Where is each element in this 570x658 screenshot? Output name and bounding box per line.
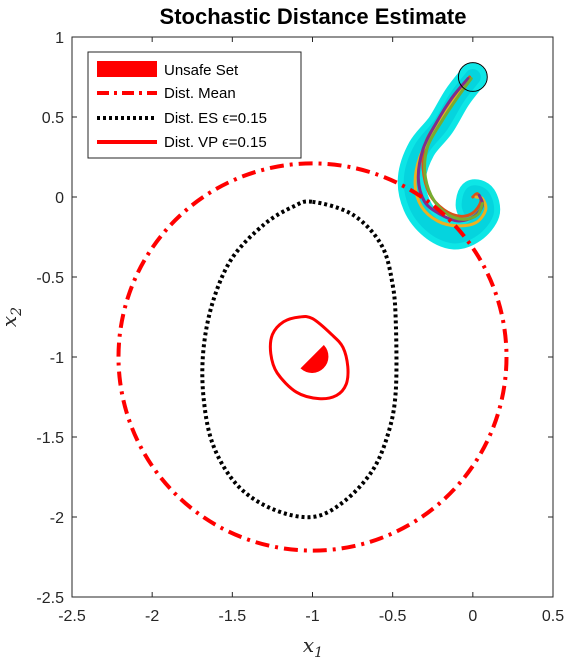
x-axis-label-main: x xyxy=(303,633,314,657)
set-layer xyxy=(116,161,509,553)
y-tick-label: -1 xyxy=(50,350,64,367)
y-axis-label-subscript: 2 xyxy=(9,307,25,317)
x-tick-label: -1.5 xyxy=(219,608,247,625)
initial-state-circle xyxy=(457,62,488,92)
y-tick-label: -1.5 xyxy=(36,430,64,447)
legend-label-dist-vp: Dist. VP ϵ=0.15 xyxy=(164,134,267,151)
trajectory-b xyxy=(413,78,488,228)
y-tick-label: -2 xyxy=(50,510,64,527)
x-tick-label: -1 xyxy=(305,608,319,625)
trajectory-layer xyxy=(397,62,501,250)
dist-mean-circle xyxy=(116,161,509,553)
legend-label-unsafe-set: Unsafe Set xyxy=(164,62,239,79)
unsafe-set-shape xyxy=(300,344,329,373)
y-tick-label: -0.5 xyxy=(36,270,64,287)
y-tick-label: 0 xyxy=(55,190,64,207)
x-tick-label: -2.5 xyxy=(58,608,86,625)
tick-layer: -2.5 -2 -1.5 -1 -0.5 0 0.5 -2.5 -2 -1.5 -1 -0.5 0 0.5… xyxy=(36,30,564,625)
legend-swatch-unsafe-set xyxy=(97,61,157,77)
y-axis-label-main: x xyxy=(0,316,21,327)
x-axis-label-subscript: 1 xyxy=(314,645,323,658)
legend-label-dist-mean: Dist. Mean xyxy=(164,85,236,102)
x-tick-label: 0.5 xyxy=(542,608,564,625)
x-tick-label: -2 xyxy=(145,608,159,625)
x-axis-label: x1 xyxy=(303,633,323,658)
dist-vp-curve xyxy=(268,315,350,401)
x-tick-label: 0 xyxy=(468,608,477,625)
y-tick-label: 0.5 xyxy=(42,110,64,127)
chart-title: Stochastic Distance Estimate xyxy=(160,4,467,29)
y-tick-label: 1 xyxy=(55,30,64,47)
y-axis-label: x2 xyxy=(0,307,25,327)
legend-label-dist-es: Dist. ES ϵ=0.15 xyxy=(164,110,267,127)
x-tick-label: -0.5 xyxy=(379,608,407,625)
y-tick-label: -2.5 xyxy=(36,590,64,607)
trajectory-d xyxy=(423,77,484,221)
legend: Unsafe Set Dist. Mean Dist. ES ϵ=0.15 Di… xyxy=(87,51,302,159)
